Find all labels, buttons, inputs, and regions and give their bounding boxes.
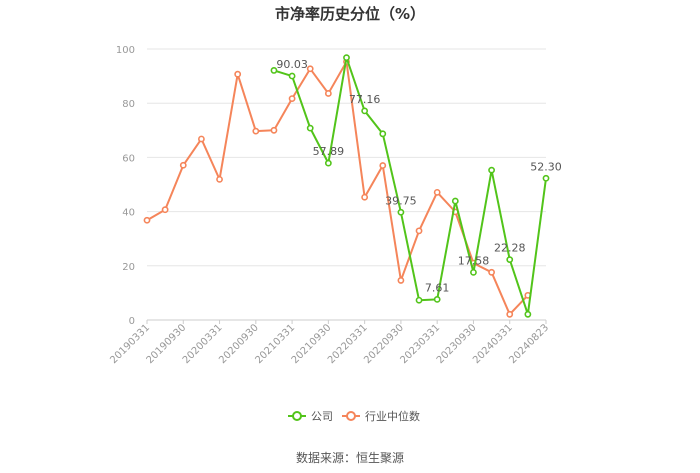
- data-source: 数据来源：恒生聚源: [296, 450, 404, 465]
- data-point-company[interactable]: [379, 130, 387, 138]
- y-tick-label: 20: [122, 262, 135, 273]
- series-line-company: [273, 56, 547, 316]
- data-label-company: 77.16: [349, 93, 381, 106]
- legend-marker-industry-median: [346, 411, 356, 421]
- data-point-industry-median[interactable]: [179, 161, 187, 169]
- series-line-industry-median: [146, 60, 529, 316]
- data-label-company: 7.61: [425, 281, 450, 294]
- legend-label-industry-median: 行业中位数: [365, 409, 420, 423]
- data-point-company[interactable]: [324, 159, 332, 167]
- data-point-company[interactable]: [270, 67, 278, 74]
- data-point-industry-median[interactable]: [252, 127, 260, 135]
- data-point-industry-median[interactable]: [433, 188, 441, 196]
- x-tick-label: 20240823: [507, 322, 551, 366]
- y-tick-label: 60: [122, 153, 135, 164]
- data-label-company: 17.58: [458, 254, 490, 267]
- data-point-industry-median[interactable]: [324, 90, 332, 97]
- grid-layer: [147, 48, 546, 321]
- data-point-company[interactable]: [415, 296, 423, 304]
- data-point-company[interactable]: [288, 72, 296, 80]
- data-point-industry-median[interactable]: [270, 126, 278, 134]
- y-tick-label: 100: [116, 45, 135, 56]
- data-label-company: 22.28: [494, 242, 526, 255]
- legend-item-company[interactable]: 公司: [288, 410, 333, 423]
- data-point-industry-median[interactable]: [415, 227, 423, 235]
- chart-title: 市净率历史分位（%）: [275, 5, 425, 23]
- legend: 公司 行业中位数: [288, 409, 420, 423]
- data-point-company[interactable]: [524, 310, 532, 318]
- data-point-industry-median[interactable]: [216, 175, 223, 183]
- data-point-industry-median[interactable]: [198, 135, 205, 143]
- data-point-company[interactable]: [397, 208, 405, 216]
- data-point-industry-median[interactable]: [161, 206, 169, 214]
- y-tick-label: 80: [122, 99, 135, 110]
- data-label-company: 39.75: [385, 194, 417, 207]
- data-point-company[interactable]: [433, 295, 441, 303]
- data-point-company[interactable]: [488, 166, 495, 174]
- data-point-company[interactable]: [470, 268, 477, 276]
- data-label-company: 52.30: [530, 160, 562, 173]
- legend-marker-company: [292, 411, 302, 421]
- label-layer: 90.03 57.89 77.16 39.75 7.61 17.58 22.28 52.30: [276, 58, 561, 294]
- data-point-industry-median[interactable]: [379, 162, 387, 169]
- data-point-industry-median[interactable]: [397, 277, 405, 284]
- data-label-company: 57.89: [313, 145, 345, 158]
- data-point-company[interactable]: [506, 256, 514, 264]
- y-tick-label: 0: [129, 316, 135, 327]
- data-point-company[interactable]: [343, 54, 350, 62]
- data-point-industry-median[interactable]: [488, 268, 495, 276]
- legend-label-company: 公司: [311, 410, 333, 423]
- data-point-company[interactable]: [451, 197, 459, 205]
- data-point-industry-median[interactable]: [306, 65, 314, 73]
- data-point-industry-median[interactable]: [506, 310, 514, 318]
- data-point-industry-median[interactable]: [234, 70, 242, 78]
- legend-item-industry-median[interactable]: 行业中位数: [342, 409, 420, 423]
- data-point-industry-median[interactable]: [361, 193, 369, 201]
- data-point-company[interactable]: [542, 174, 550, 182]
- data-point-company[interactable]: [361, 107, 369, 115]
- y-tick-label: 40: [122, 208, 135, 219]
- data-label-company: 90.03: [276, 58, 308, 71]
- data-point-company[interactable]: [306, 124, 314, 132]
- data-point-industry-median[interactable]: [288, 95, 296, 102]
- data-point-industry-median[interactable]: [143, 216, 151, 224]
- series-layer: [143, 54, 550, 318]
